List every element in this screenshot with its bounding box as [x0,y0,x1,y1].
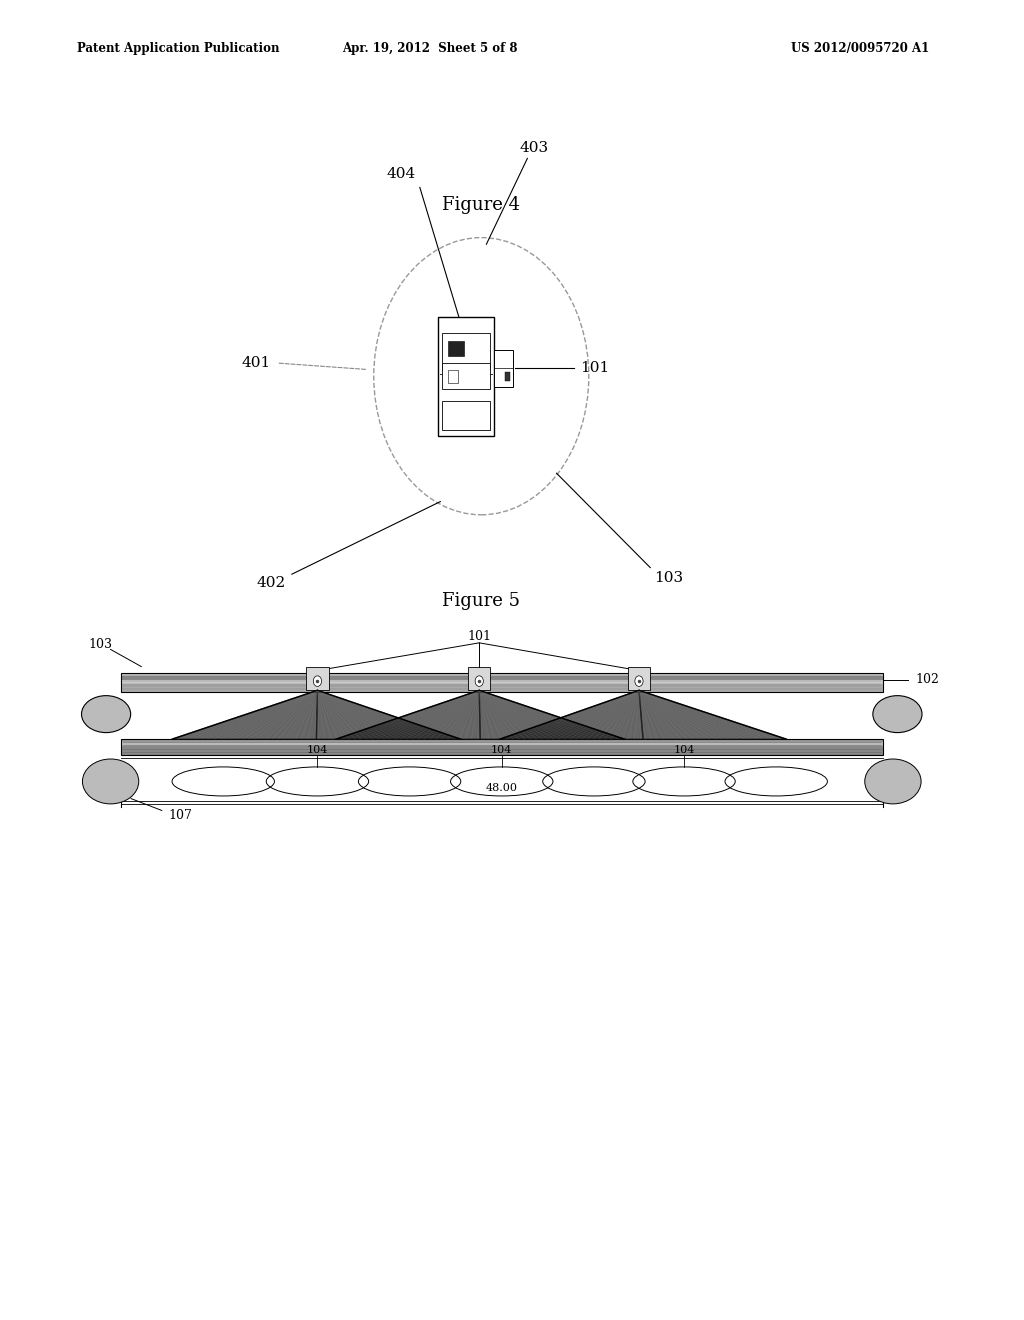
Bar [121,673,883,692]
Bar [628,667,650,690]
Circle shape [313,676,322,686]
Bar [468,667,490,690]
Text: 402: 402 [257,577,286,590]
Ellipse shape [864,759,922,804]
Text: 403: 403 [520,141,549,154]
Circle shape [635,676,643,686]
Text: 401: 401 [242,356,270,370]
Text: 103: 103 [654,572,683,585]
Ellipse shape [82,696,131,733]
Polygon shape [336,690,625,739]
Text: Figure 4: Figure 4 [442,195,520,214]
Bar [121,673,883,676]
Polygon shape [639,690,786,739]
Bar [121,680,883,684]
Bar [441,401,489,430]
Polygon shape [336,690,480,739]
Text: 101: 101 [467,630,492,643]
Bar [121,684,883,692]
Text: 404: 404 [387,168,416,181]
Text: 103: 103 [88,638,113,651]
Bar [441,363,489,389]
Text: 107: 107 [168,809,193,822]
Bar [121,739,883,742]
Bar [441,333,489,370]
Text: 48.00: 48.00 [485,783,518,793]
Ellipse shape [82,759,139,804]
Polygon shape [172,690,317,739]
Text: 104: 104 [492,744,512,755]
Bar [121,676,883,680]
Text: Figure 5: Figure 5 [442,591,520,610]
Bar [121,742,883,746]
Text: Patent Application Publication: Patent Application Publication [77,42,280,55]
Text: US 2012/0095720 A1: US 2012/0095720 A1 [791,42,930,55]
Bar [306,667,329,690]
Ellipse shape [872,696,922,733]
Text: 104: 104 [307,744,328,755]
Bar [447,341,464,356]
Polygon shape [479,690,625,739]
Bar [447,370,458,383]
Polygon shape [500,690,643,739]
Bar [121,746,883,755]
Text: 102: 102 [915,673,940,686]
Polygon shape [500,690,786,739]
Bar [505,372,510,381]
Text: 104: 104 [674,744,694,755]
Polygon shape [316,690,461,739]
Text: Apr. 19, 2012  Sheet 5 of 8: Apr. 19, 2012 Sheet 5 of 8 [342,42,518,55]
Bar [121,739,883,755]
Text: 101: 101 [580,362,609,375]
Circle shape [475,676,483,686]
Polygon shape [172,690,461,739]
Bar [494,350,512,387]
Bar [437,317,494,436]
